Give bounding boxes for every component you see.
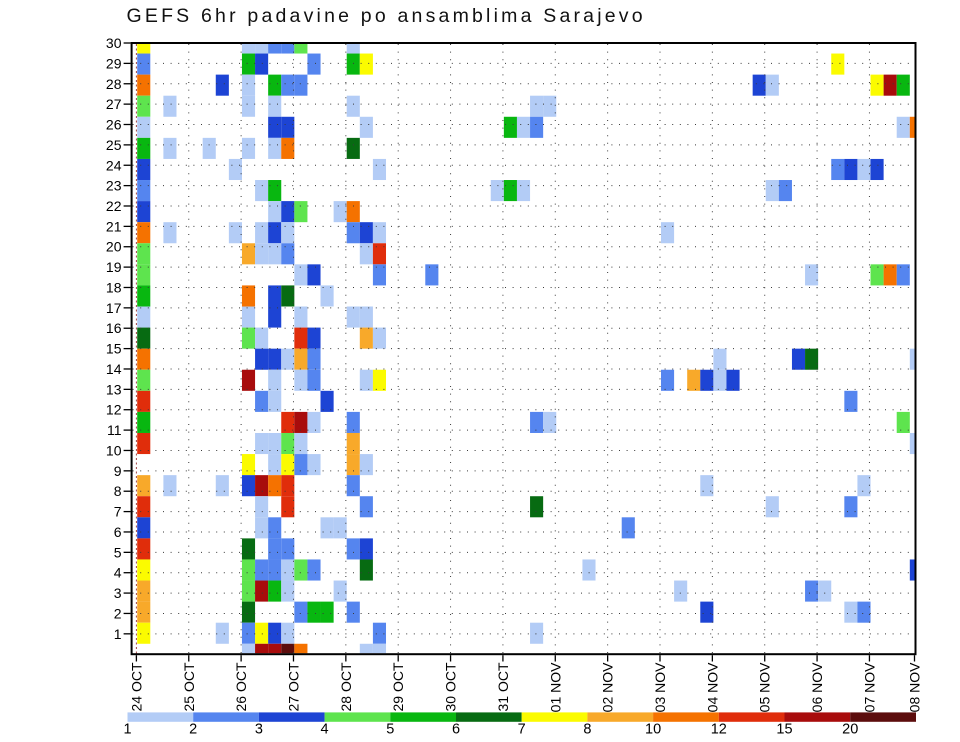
svg-text:7: 7: [518, 722, 526, 738]
svg-text:22: 22: [106, 198, 122, 214]
svg-text:6: 6: [114, 524, 122, 540]
svg-text:23: 23: [106, 178, 122, 194]
svg-text:21: 21: [106, 218, 122, 234]
svg-text:03 NOV: 03 NOV: [652, 662, 668, 712]
svg-text:1: 1: [123, 722, 131, 738]
svg-text:11: 11: [107, 422, 122, 438]
svg-text:29: 29: [106, 55, 122, 71]
svg-text:14: 14: [106, 361, 122, 377]
svg-text:10: 10: [645, 722, 661, 738]
svg-text:8: 8: [114, 483, 122, 499]
svg-text:6: 6: [452, 722, 460, 738]
svg-text:31 OCT: 31 OCT: [495, 662, 511, 711]
svg-text:13: 13: [106, 381, 122, 397]
svg-text:5: 5: [386, 722, 394, 738]
svg-text:07 NOV: 07 NOV: [861, 662, 877, 712]
svg-text:15: 15: [776, 722, 792, 738]
svg-text:25: 25: [106, 137, 122, 153]
svg-text:19: 19: [106, 259, 122, 275]
svg-text:25 OCT: 25 OCT: [181, 662, 197, 711]
svg-text:04 NOV: 04 NOV: [704, 662, 720, 712]
svg-text:30 OCT: 30 OCT: [443, 662, 459, 711]
svg-text:7: 7: [114, 504, 122, 520]
svg-text:05 NOV: 05 NOV: [757, 662, 773, 712]
svg-text:06 NOV: 06 NOV: [809, 662, 825, 712]
svg-text:4: 4: [114, 565, 122, 581]
svg-text:02 NOV: 02 NOV: [600, 662, 616, 712]
svg-text:24 OCT: 24 OCT: [128, 662, 144, 711]
svg-text:27: 27: [106, 96, 122, 112]
svg-text:18: 18: [106, 279, 122, 295]
svg-text:2: 2: [189, 722, 197, 738]
svg-text:4: 4: [321, 722, 329, 738]
svg-text:08 NOV: 08 NOV: [907, 662, 923, 712]
svg-text:12: 12: [711, 722, 727, 738]
svg-text:15: 15: [106, 341, 122, 357]
svg-text:01 NOV: 01 NOV: [547, 662, 563, 712]
svg-text:30: 30: [106, 35, 122, 51]
svg-text:3: 3: [114, 585, 122, 601]
svg-text:20: 20: [106, 239, 122, 255]
svg-text:2: 2: [114, 605, 122, 621]
svg-text:26: 26: [106, 117, 122, 133]
svg-text:1: 1: [114, 626, 122, 642]
svg-text:16: 16: [106, 320, 122, 336]
svg-text:GEFS 6hr padavine po ansamblim: GEFS 6hr padavine po ansamblima Sarajevo: [127, 5, 646, 27]
svg-text:24: 24: [106, 157, 122, 173]
svg-text:12: 12: [106, 402, 122, 418]
svg-text:28 OCT: 28 OCT: [338, 662, 354, 711]
svg-text:5: 5: [114, 544, 122, 560]
svg-text:17: 17: [106, 300, 122, 316]
svg-text:26 OCT: 26 OCT: [233, 662, 249, 711]
svg-text:27 OCT: 27 OCT: [285, 662, 301, 711]
svg-text:8: 8: [583, 722, 591, 738]
svg-text:20: 20: [842, 722, 858, 738]
svg-text:9: 9: [114, 463, 122, 479]
svg-text:10: 10: [106, 442, 122, 458]
svg-text:29 OCT: 29 OCT: [390, 662, 406, 711]
svg-text:28: 28: [106, 76, 122, 92]
svg-text:3: 3: [255, 722, 263, 738]
